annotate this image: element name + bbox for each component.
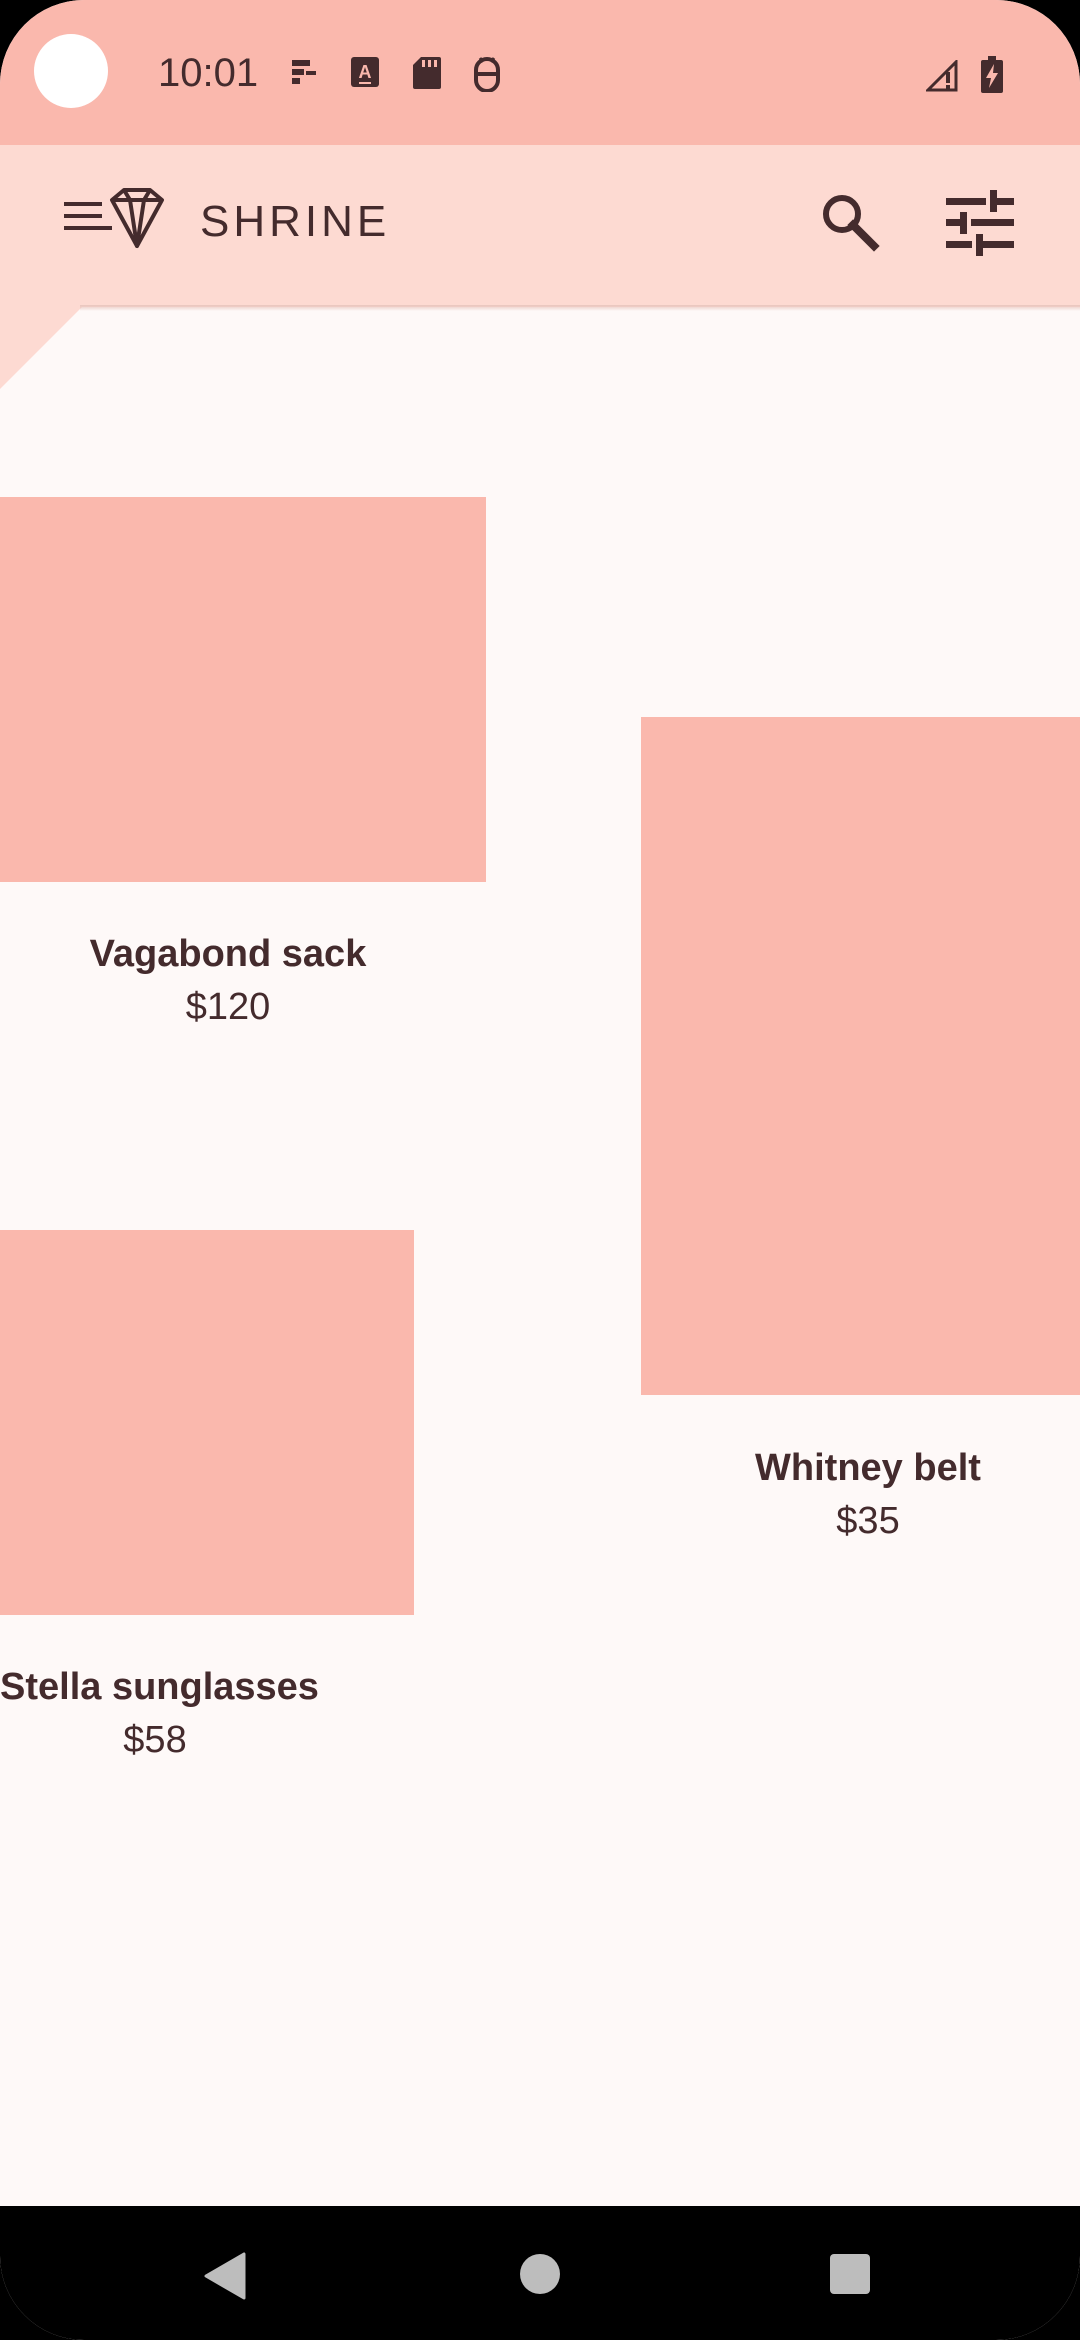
recents-icon[interactable] <box>829 2253 871 2295</box>
keyboard-icon: A <box>351 57 379 87</box>
product-name: Stella sunglasses <box>0 1666 319 1708</box>
android-debug-icon <box>474 57 500 92</box>
tune-icon <box>946 190 1014 256</box>
product-name: Whitney belt <box>755 1447 981 1489</box>
product-image-vagabond-sack[interactable] <box>0 497 486 882</box>
product-image-whitney-belt[interactable] <box>641 717 1080 1395</box>
product-price: $120 <box>185 986 271 1028</box>
product-image-stella-sunglasses[interactable] <box>0 1230 414 1615</box>
back-icon[interactable] <box>204 2252 248 2300</box>
sd-card-icon <box>413 57 441 89</box>
status-time: 10:01 <box>158 51 259 95</box>
menu-button[interactable] <box>62 188 166 250</box>
home-icon[interactable] <box>519 2253 561 2295</box>
search-button[interactable] <box>818 190 880 252</box>
menu-icon <box>64 202 112 230</box>
app-title: SHRINE <box>200 197 391 246</box>
front-layer-edge <box>80 305 1080 311</box>
svg-text:A: A <box>359 62 372 82</box>
camera-cutout <box>34 34 108 108</box>
signal-icon <box>926 60 958 92</box>
notification-icon <box>292 60 316 84</box>
search-icon <box>823 195 880 252</box>
product-price: $58 <box>123 1719 187 1761</box>
app-bar <box>0 145 1080 307</box>
product-name: Vagabond sack <box>89 933 367 975</box>
filter-button[interactable] <box>946 190 1014 256</box>
backdrop-corner <box>0 305 84 389</box>
battery-charging-icon <box>981 56 1003 93</box>
diamond-logo-icon <box>110 188 164 248</box>
product-price: $35 <box>836 1500 900 1542</box>
status-bar: 10:01 A <box>0 0 1080 145</box>
